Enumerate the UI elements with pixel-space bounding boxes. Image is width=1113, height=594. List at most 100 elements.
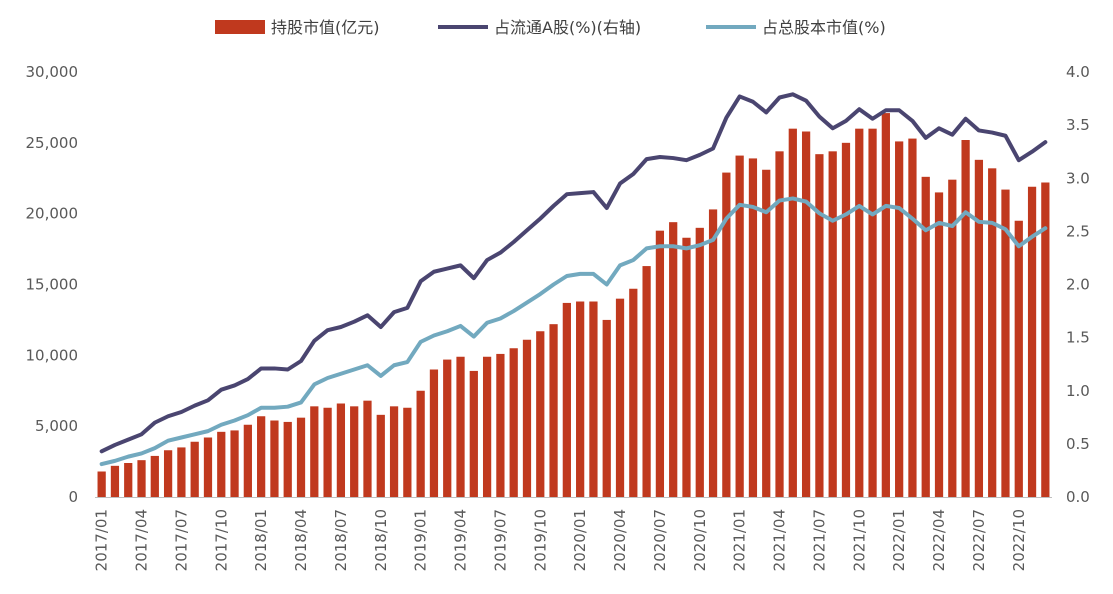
bar-2018/06 [323, 407, 332, 497]
bar-2022/07 [974, 159, 984, 497]
bar-2017/12 [243, 424, 252, 497]
bar-2019/11 [549, 324, 558, 497]
bar-2021/04 [775, 151, 784, 497]
bar-2020/07 [655, 230, 665, 498]
bar-2017/11 [230, 430, 239, 497]
bar-2020/11 [708, 209, 718, 498]
x-tick-label: 2022/04 [930, 509, 948, 571]
bar-2019/07 [496, 353, 505, 497]
legend-label: 持股市值(亿元) [271, 18, 380, 37]
bar-2020/03 [602, 319, 611, 497]
bar-2022/05 [948, 179, 957, 498]
bar-2022/10 [1014, 220, 1023, 497]
bar-2017/09 [203, 437, 213, 497]
bar-2019/08 [509, 348, 518, 497]
bar-2021/09 [841, 142, 851, 497]
bar-2017/06 [163, 450, 173, 497]
bar-2021/01 [735, 155, 744, 497]
bar-2019/01 [416, 390, 425, 497]
bar-2020/08 [669, 222, 678, 498]
line-a-share-pct-path [99, 92, 1048, 454]
bar-2017/03 [124, 463, 133, 497]
line-total-cap-pct [99, 196, 1048, 467]
bar-2021/07 [815, 154, 824, 498]
bar-2019/04 [456, 356, 465, 497]
bar-2021/03 [762, 169, 771, 497]
bar-2022/08 [988, 168, 997, 497]
x-tick-label: 2018/01 [252, 509, 270, 571]
legend-item-3: 占总股本市值(%) [706, 18, 886, 37]
y-right-tick-label: 1.0 [1066, 382, 1090, 400]
bar-2019/09 [522, 339, 532, 497]
bar-2019/02 [429, 369, 439, 497]
bar-2020/10 [695, 227, 704, 497]
bar-2017/02 [110, 465, 120, 497]
bar-2018/08 [350, 406, 359, 497]
x-tick-label: 2022/07 [970, 509, 988, 571]
bar-2020/06 [642, 266, 651, 497]
legend-label: 占流通A股(%)(右轴) [494, 18, 641, 37]
bar-2021/02 [748, 158, 758, 498]
bar-2019/10 [536, 331, 545, 497]
x-tick-label: 2017/10 [212, 509, 230, 571]
x-tick-label: 2020/04 [611, 509, 629, 571]
x-tick-label: 2017/07 [172, 509, 190, 571]
bar-2022/12 [1041, 182, 1050, 497]
x-tick-label: 2019/10 [531, 509, 549, 571]
bar-2020/02 [589, 301, 598, 497]
y-left-tick-label: 20,000 [26, 205, 79, 223]
bar-2019/12 [562, 302, 571, 497]
x-tick-label: 2019/07 [491, 509, 509, 571]
bar-2020/09 [682, 237, 691, 497]
y-left-tick-label: 0 [68, 488, 78, 506]
x-tick-label: 2021/01 [731, 509, 749, 571]
y-right-tick-label: 0.5 [1066, 435, 1090, 453]
legend-swatch-bar [215, 20, 265, 34]
bar-2022/09 [1001, 189, 1010, 497]
legend: 持股市值(亿元) 占流通A股(%)(右轴) 占总股本市值(%) [215, 18, 886, 37]
y-left-tick-label: 5,000 [35, 417, 78, 435]
bar-2022/11 [1027, 186, 1037, 497]
bar-2017/01 [97, 471, 106, 497]
y-right-tick-label: 3.5 [1066, 116, 1090, 134]
line-total-cap-pct-path [99, 196, 1048, 467]
bar-2019/06 [482, 356, 492, 497]
y-left-tick-label: 15,000 [26, 276, 79, 294]
bar-2017/05 [150, 455, 159, 497]
bar-2021/05 [788, 128, 797, 498]
y-right-tick-label: 0.0 [1066, 488, 1090, 506]
x-tick-label: 2018/07 [332, 509, 350, 571]
bar-2017/04 [137, 460, 146, 497]
x-tick-label: 2021/10 [850, 509, 868, 571]
bar-2018/07 [336, 403, 346, 497]
bar-2019/05 [469, 370, 478, 497]
y-right-tick-label: 1.5 [1066, 329, 1090, 347]
x-tick-label: 2020/07 [651, 509, 669, 571]
y-right-tick-label: 3.0 [1066, 169, 1090, 187]
x-tick-label: 2018/10 [372, 509, 390, 571]
bar-2018/05 [310, 406, 319, 497]
bar-2022/03 [921, 176, 930, 497]
bar-2017/08 [190, 441, 199, 497]
bar-2022/01 [895, 141, 904, 498]
bar-2018/12 [403, 407, 412, 497]
bar-2021/10 [855, 128, 864, 498]
x-tick-label: 2022/01 [890, 509, 908, 571]
y-right-tick-label: 2.5 [1066, 222, 1090, 240]
bar-2018/10 [376, 414, 385, 497]
y-right-tick-label: 2.0 [1066, 276, 1090, 294]
y-left-tick-label: 25,000 [26, 134, 79, 152]
bar-2018/02 [270, 420, 279, 497]
bar-2022/06 [961, 140, 970, 497]
bar-2020/04 [615, 298, 625, 497]
bar-2021/12 [881, 113, 890, 497]
line-series-group [99, 92, 1048, 467]
x-tick-label: 2017/04 [133, 509, 151, 571]
bar-2017/07 [177, 447, 186, 497]
x-tick-label: 2021/04 [771, 509, 789, 571]
legend-item-2: 占流通A股(%)(右轴) [438, 18, 641, 37]
y-left-tick-label: 30,000 [26, 63, 79, 81]
bar-2022/04 [934, 192, 944, 498]
